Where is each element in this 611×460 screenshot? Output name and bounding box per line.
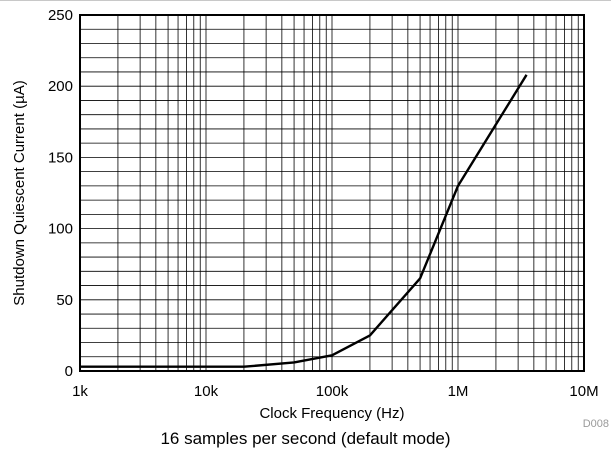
x-tick-label: 1M <box>448 383 469 400</box>
y-tick-label: 100 <box>48 221 73 238</box>
x-tick-label: 10M <box>569 383 598 400</box>
y-axis-label: Shutdown Quiescent Current (µA) <box>11 80 28 305</box>
figure-id: D008 <box>583 418 609 430</box>
x-tick-label: 100k <box>316 383 349 400</box>
x-axis-label: Clock Frequency (Hz) <box>259 405 404 422</box>
y-tick-labels: 0 50 100 150 200 250 <box>48 7 73 380</box>
x-tick-label: 1k <box>72 383 88 400</box>
figure-caption: 16 samples per second (default mode) <box>160 429 451 448</box>
x-tick-label: 10k <box>194 383 219 400</box>
y-tick-label: 150 <box>48 149 73 166</box>
x-tick-labels: 1k 10k 100k 1M 10M <box>72 383 599 400</box>
y-tick-label: 250 <box>48 7 73 24</box>
y-tick-label: 0 <box>65 363 73 380</box>
y-tick-label: 200 <box>48 78 73 95</box>
series-layer <box>80 74 528 368</box>
plot-area-frame <box>79 14 585 372</box>
y-tick-label: 50 <box>56 292 73 309</box>
series-line <box>80 74 528 368</box>
grid <box>80 15 584 371</box>
top-rule <box>0 0 611 1</box>
